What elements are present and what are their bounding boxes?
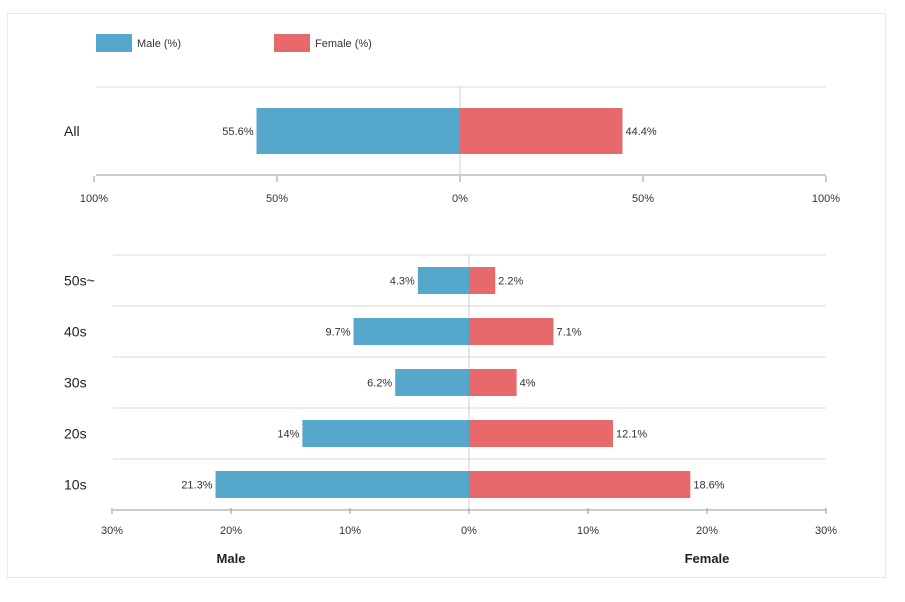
age-bar-female [469,267,496,294]
age-bar-male [353,318,469,345]
age-bar-male [395,369,469,396]
age-tick-label: 10% [339,525,361,537]
age-bar-female [469,471,691,498]
age-value-label-female: 12.1% [616,429,647,441]
age-value-label-male: 6.2% [367,378,392,390]
overall-tick-label: 100% [812,193,840,205]
overall-bar-male [256,108,460,154]
age-category-label: 50s~ [64,273,95,289]
age-tick-label: 20% [220,525,242,537]
age-bar-female [469,318,554,345]
age-value-label-male: 14% [277,429,299,441]
legend-swatch-male [96,34,132,52]
age-tick-label: 30% [101,525,123,537]
age-bar-male [302,420,469,447]
axis-title-female: Female [685,551,730,566]
age-category-label: 20s [64,426,87,442]
age-bar-female [469,420,613,447]
age-category-label: 40s [64,324,87,340]
legend-label-male: Male (%) [137,38,181,50]
overall-tick-label: 100% [80,193,108,205]
axis-title-male: Male [217,551,246,566]
legend-swatch-female [274,34,310,52]
overall-tick-label: 50% [266,193,288,205]
age-tick-label: 0% [461,525,477,537]
overall-value-label-female: 44.4% [626,126,657,138]
overall-tick-label: 50% [632,193,654,205]
age-tick-label: 10% [577,525,599,537]
overall-value-label-male: 55.6% [222,126,253,138]
age-tick-label: 20% [696,525,718,537]
overall-bar-female [460,108,623,154]
age-bar-female [469,369,517,396]
age-bar-male [417,267,469,294]
age-category-label: 30s [64,375,87,391]
age-value-label-female: 18.6% [693,480,724,492]
age-value-label-female: 7.1% [556,327,581,339]
age-tick-label: 30% [815,525,837,537]
age-bar-male [215,471,469,498]
age-value-label-male: 21.3% [181,480,212,492]
legend-label-female: Female (%) [315,38,372,50]
overall-category-label: All [64,123,80,139]
overall-tick-label: 0% [452,193,468,205]
age-value-label-female: 2.2% [498,276,523,288]
chart-frame [7,13,886,578]
age-value-label-female: 4% [520,378,536,390]
age-value-label-male: 9.7% [325,327,350,339]
age-value-label-male: 4.3% [390,276,415,288]
age-category-label: 10s [64,477,87,493]
